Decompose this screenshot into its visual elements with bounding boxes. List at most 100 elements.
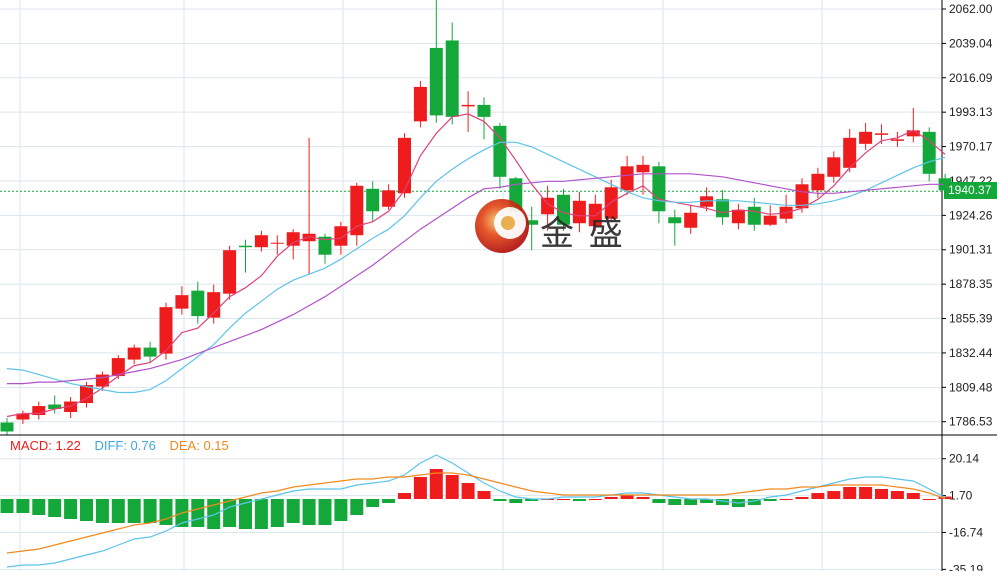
ma-line-ma10 (6, 141, 946, 394)
macd-bar (716, 499, 729, 505)
macd-bar (572, 499, 586, 501)
macd-bar (922, 499, 936, 500)
macd-bar (763, 499, 777, 501)
macd-bar (906, 493, 920, 499)
candle-body (191, 290, 205, 317)
last-price-tag: 1940.37 (944, 182, 997, 200)
candle-body (890, 139, 904, 141)
candle-body (286, 232, 300, 246)
candle-body (620, 166, 634, 191)
candle-body (127, 347, 141, 360)
macd-bar (334, 499, 348, 521)
candle-body (716, 199, 729, 218)
macd-bar (254, 499, 268, 529)
macd-y-tick-label: 20.14 (949, 452, 979, 466)
macd-y-tick-label: -16.74 (949, 525, 983, 539)
candle-body (493, 125, 507, 177)
diff-line (6, 454, 946, 568)
macd-bar (445, 475, 459, 499)
candle-body (541, 197, 555, 215)
macd-y-tick-label: 1.70 (949, 489, 973, 503)
macd-bar (700, 499, 714, 503)
macd-bar (477, 491, 491, 499)
ma-line-ma5 (6, 113, 946, 418)
candle-body (763, 215, 777, 225)
y-tick-label: 2016.09 (949, 71, 993, 85)
candle-body (859, 131, 873, 144)
macd-bar (636, 497, 650, 499)
y-tick-label: 1924.26 (949, 208, 993, 222)
macd-bar (795, 497, 809, 499)
macd-bar (127, 499, 141, 523)
macd-bar (620, 495, 634, 499)
candle-body (207, 292, 221, 318)
macd-bar (318, 499, 332, 525)
macd-bar (557, 499, 570, 500)
y-tick-label: 1901.31 (949, 243, 993, 257)
macd-bar (16, 499, 30, 513)
candle-body (95, 374, 109, 387)
candle-body (684, 212, 698, 228)
macd-bar (461, 483, 475, 499)
candle-body (270, 242, 284, 244)
macd-bar (398, 493, 411, 499)
y-tick-label: 1993.13 (949, 105, 993, 119)
macd-bar (875, 489, 888, 499)
macd-bar (827, 491, 841, 499)
candle-body (175, 295, 189, 309)
macd-bar (95, 499, 109, 523)
candle-body (334, 226, 348, 246)
candle-body (16, 413, 30, 420)
macd-bar (525, 499, 539, 501)
y-tick-label: 2062.00 (949, 2, 993, 16)
y-tick-label: 1970.17 (949, 140, 993, 154)
candle-body (652, 166, 666, 212)
macd-bar (143, 499, 157, 523)
macd-bar (859, 487, 873, 499)
macd-bar (811, 493, 825, 499)
candle-body (700, 196, 714, 207)
candle-body (572, 200, 586, 224)
watermark-logo: 金 盛 (472, 196, 632, 260)
candle-body (429, 47, 443, 116)
macd-bar (493, 499, 507, 501)
macd-bar (111, 499, 125, 523)
candle-body (525, 220, 539, 225)
candle-body (48, 404, 62, 410)
macd-bar (302, 499, 316, 525)
candle-body (318, 236, 332, 255)
macd-bar (652, 499, 666, 503)
candle-body (461, 104, 475, 107)
macd-bar (890, 491, 904, 499)
candle-body (302, 233, 316, 242)
macd-bar (350, 499, 364, 515)
macd-bar (588, 499, 602, 500)
macd-bar (48, 499, 62, 517)
candle-body (875, 133, 888, 135)
macd-bar (207, 499, 221, 529)
candle-body (445, 40, 459, 117)
macd-bar (32, 499, 46, 515)
candle-body (239, 245, 252, 248)
candle-body (906, 130, 920, 137)
candle-body (111, 358, 125, 377)
macd-bar (779, 499, 793, 500)
macd-legend-macd: MACD: 1.22 (10, 438, 81, 453)
y-tick-label: 1786.53 (949, 415, 993, 429)
candle-body (668, 217, 682, 224)
candle-body (32, 406, 46, 416)
logo-emblem-icon (475, 199, 529, 253)
candle-body (811, 173, 825, 191)
candle-body (477, 104, 491, 117)
macd-bar (366, 499, 380, 507)
y-tick-label: 1809.48 (949, 380, 993, 394)
macd-bar (413, 477, 427, 499)
candle-body (557, 194, 570, 225)
macd-bar (843, 487, 857, 499)
candle-body (0, 422, 14, 432)
macd-bar (429, 469, 443, 499)
macd-bar (286, 499, 300, 523)
candle-body (64, 401, 78, 413)
y-tick-label: 1832.44 (949, 346, 993, 360)
